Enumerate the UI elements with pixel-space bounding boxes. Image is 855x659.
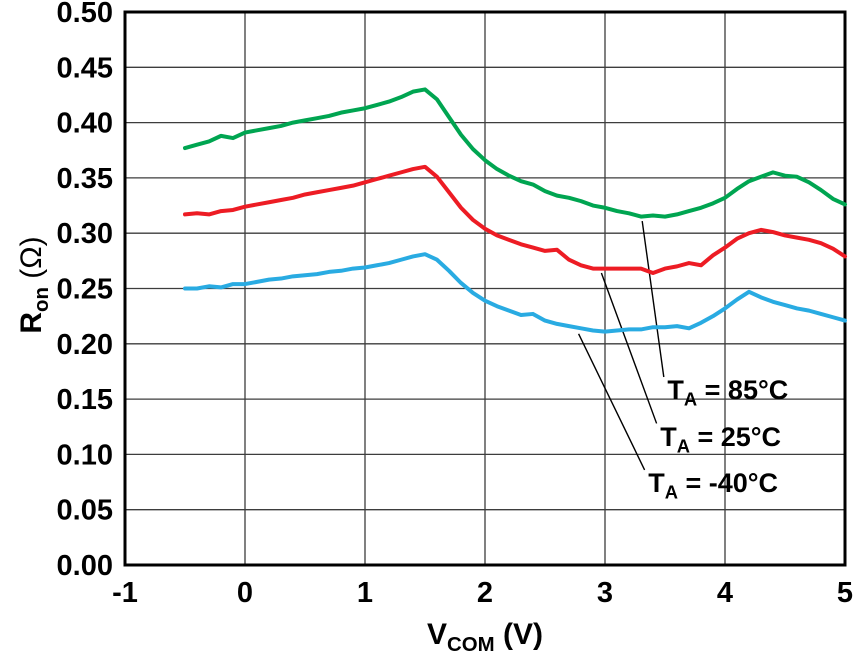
annotation-ta-minus40c: TA = -40°C [648, 467, 778, 508]
y-axis-title: Ron (Ω) [15, 135, 55, 435]
y-tick-label: 0.45 [57, 52, 113, 84]
annotation-sub: A [676, 435, 690, 457]
annotation-leader-line [641, 220, 665, 378]
y-axis-title-main: R [15, 312, 48, 334]
x-axis-title-sub: COM [447, 634, 495, 656]
y-axis-title-sub: on [31, 287, 53, 312]
annotation-text: T [667, 375, 684, 406]
x-tick-label: 0 [237, 577, 253, 609]
y-tick-label: 0.15 [57, 384, 113, 416]
plot-border [123, 10, 847, 567]
y-tick-label: 0.25 [57, 274, 113, 306]
y-tick-label: 0.00 [57, 550, 113, 582]
x-tick-label: 5 [837, 577, 853, 609]
annotation-sub: A [683, 388, 698, 410]
series-line-ta-25-c [183, 164, 847, 276]
series-line-ta-85-c [183, 87, 847, 219]
y-axis-title-unit: (Ω) [15, 236, 48, 288]
x-tick-label: 1 [357, 577, 373, 609]
y-tick-label: 0.50 [57, 0, 113, 29]
annotation-sub: A [664, 481, 678, 503]
x-axis-title: VCOM (V) [125, 618, 845, 657]
annotation-leader-line [600, 272, 658, 424]
annotation-text: = 25°C [689, 421, 782, 452]
y-tick-label: 0.35 [57, 163, 113, 195]
annotation-text: T [648, 468, 665, 499]
annotation-ta-25c: TA = 25°C [660, 421, 781, 462]
annotation-text: T [660, 421, 677, 452]
x-tick-label: 2 [477, 577, 493, 609]
annotation-text: = -40°C [677, 468, 779, 499]
x-tick-label: 4 [717, 577, 733, 609]
y-tick-label: 0.40 [57, 108, 113, 140]
x-axis-title-main: V [427, 618, 448, 651]
annotation-ta-85c: TA = 85°C [667, 374, 788, 415]
y-tick-label: 0.10 [57, 439, 113, 471]
series-line-ta--40-c [183, 252, 847, 334]
annotation-leader-line [577, 333, 646, 471]
x-tick-label: 3 [597, 577, 613, 609]
y-tick-label: 0.05 [57, 495, 113, 527]
x-axis-title-unit: (V) [494, 618, 543, 651]
x-tick-label: -1 [112, 577, 138, 609]
y-tick-label: 0.20 [57, 329, 113, 361]
y-tick-label: 0.30 [57, 218, 113, 250]
annotation-text: = 85°C [697, 375, 789, 406]
